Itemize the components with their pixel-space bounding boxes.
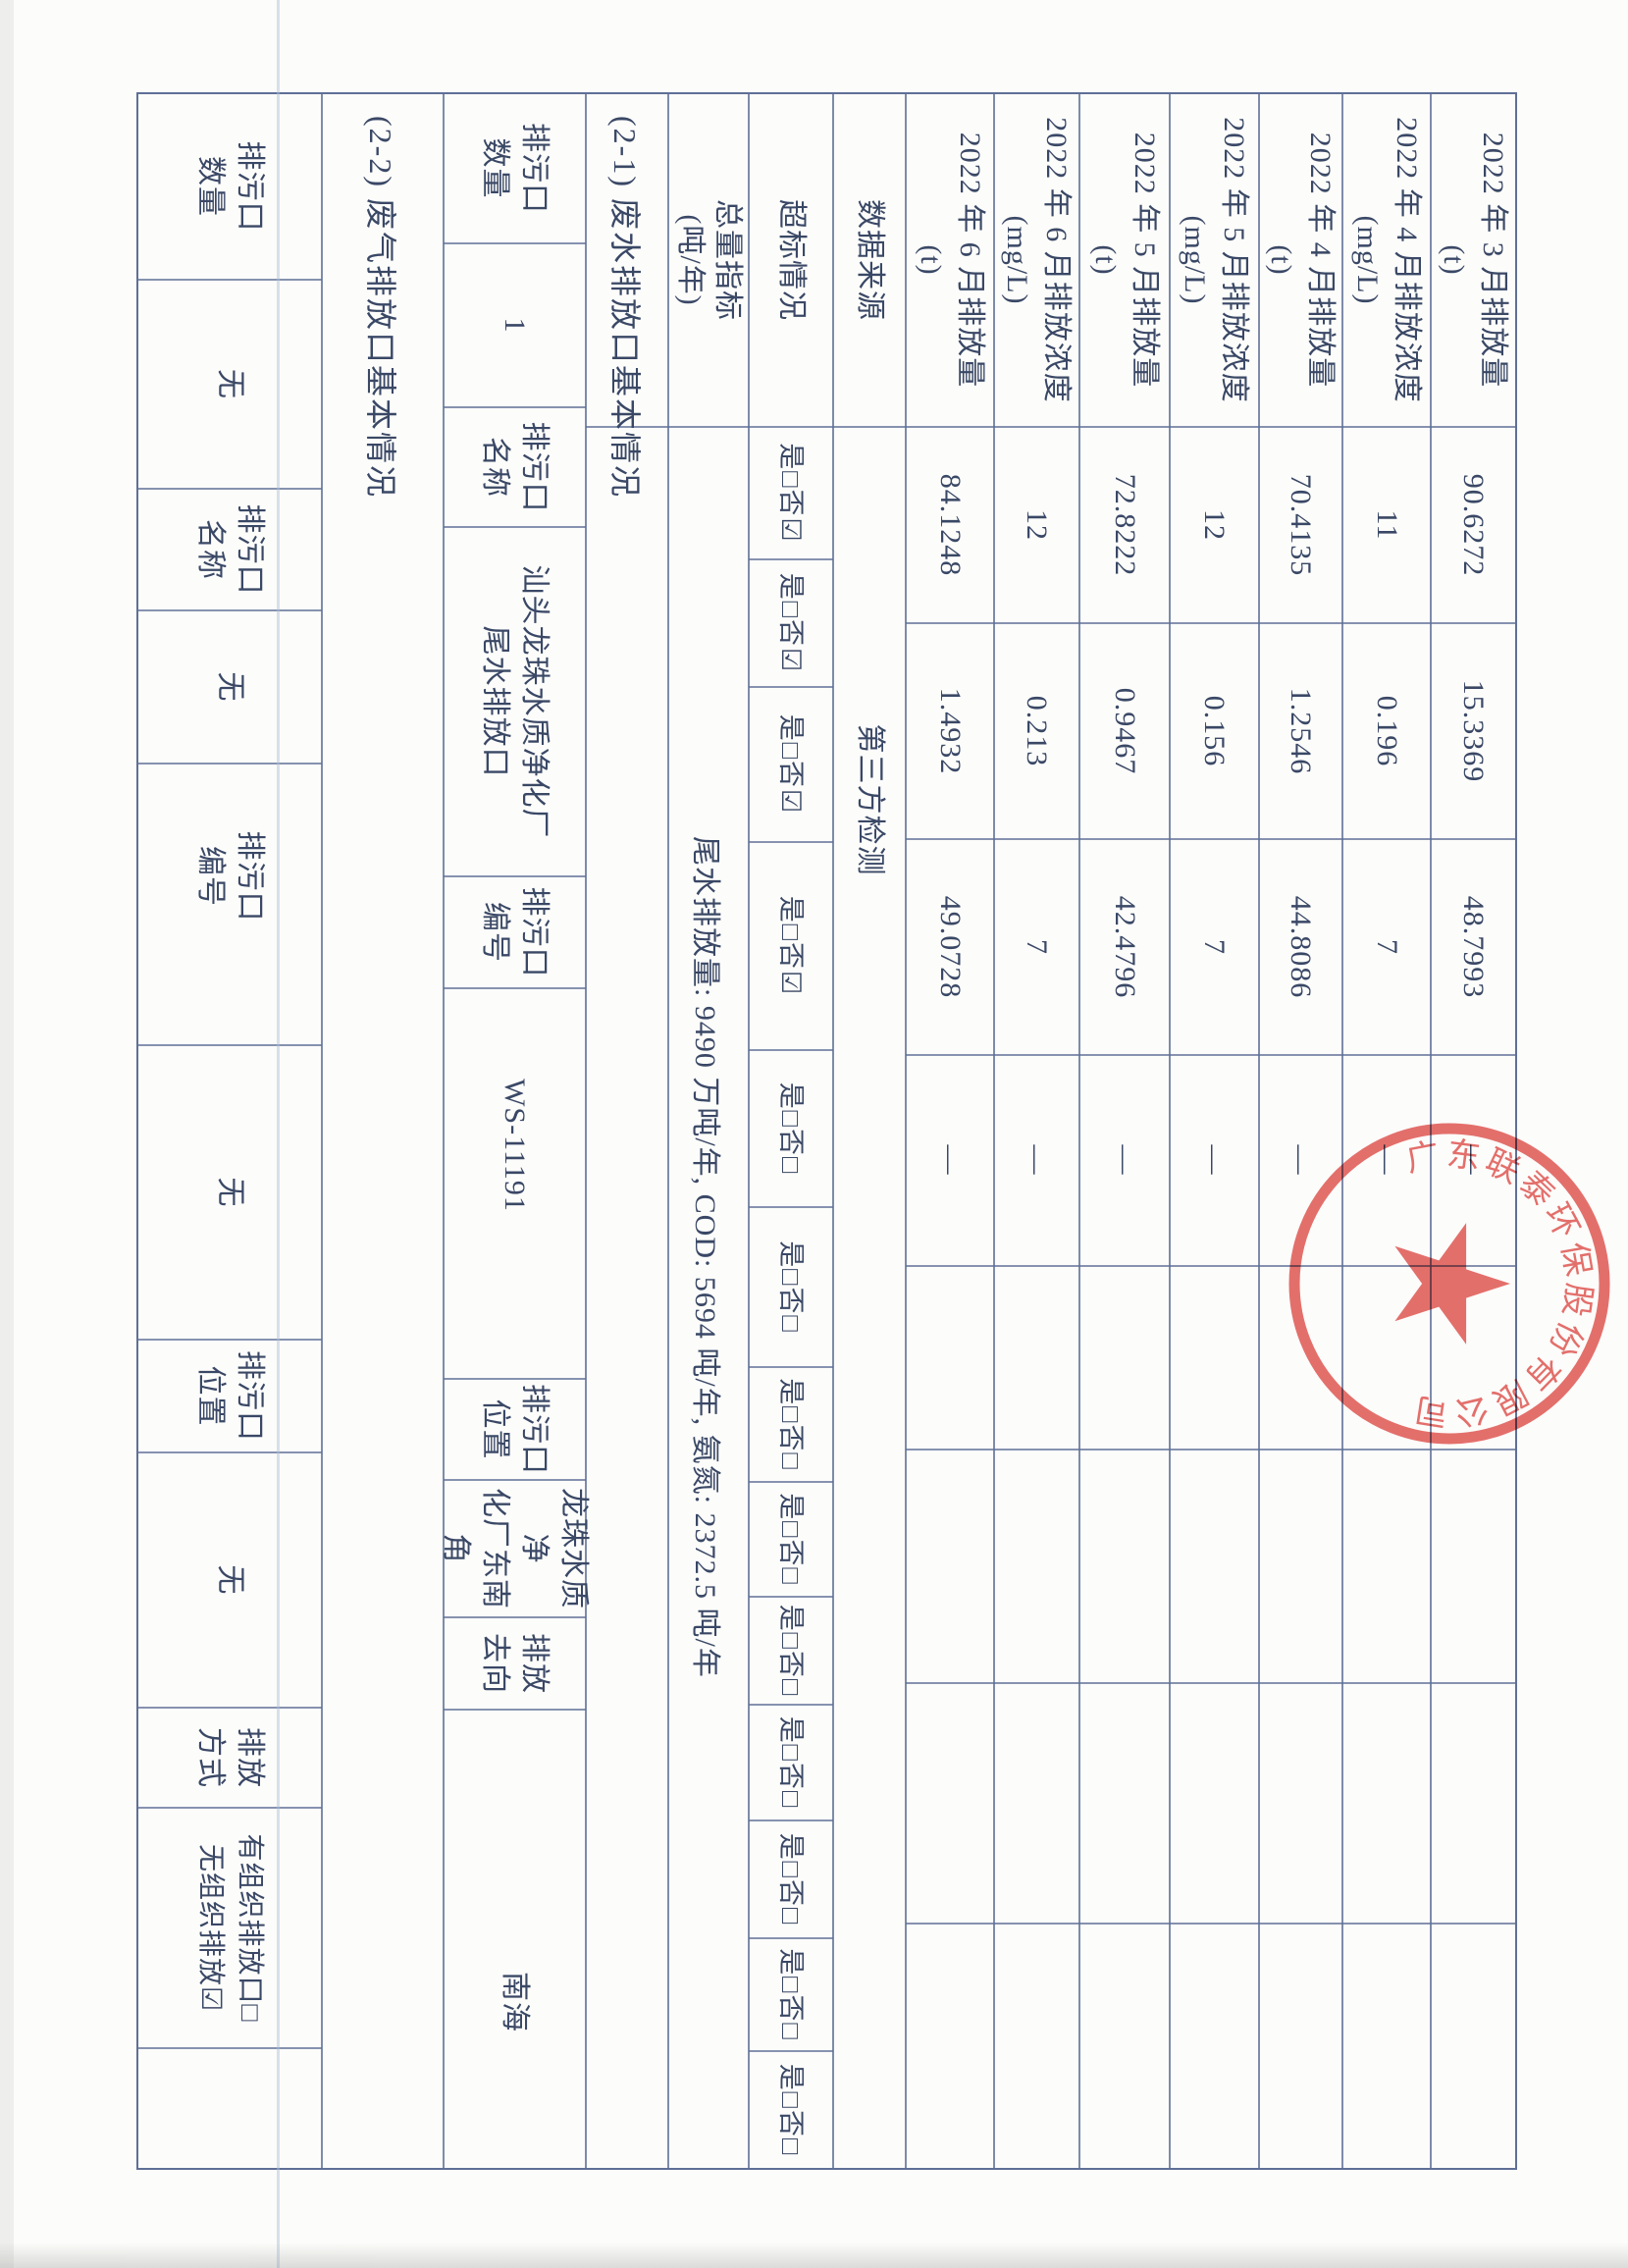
row-label-may-conc: 2022 年 5 月排放浓度 (mg/L)	[1179, 117, 1251, 403]
gas-mode-value: 有组织排放口□ 无组织排放☑	[195, 1833, 265, 2023]
row-label-jun-amount: 2022 年 6 月排放量 (t)	[915, 132, 986, 389]
exceed-checkbox-cell: 是□否☑	[776, 713, 806, 816]
outlet-pos-value: 龙珠水质净 化厂东南角	[440, 1488, 591, 1609]
outlet-name-label: 排污口 名称	[479, 421, 551, 513]
section-2-2-title: (2-2) 废气排放口基本情况	[363, 116, 398, 499]
gas-name-value: 无	[214, 671, 246, 703]
cell-value: 7	[1371, 939, 1403, 955]
cell-value: 84.1248	[934, 473, 967, 577]
exceed-checkbox-cell: 是□否□	[776, 1240, 806, 1334]
exceed-checkbox-cell: 是□否□	[776, 2063, 806, 2157]
row-label-total-quota: 总量指标 (吨/年)	[674, 199, 744, 321]
cell-value: 0.156	[1198, 695, 1232, 767]
outlet-name-value: 汕头龙珠水质净化厂 尾水排放口	[479, 564, 551, 839]
outlet-code-label: 排污口 编号	[479, 886, 551, 978]
cell-value: 12	[1198, 509, 1232, 541]
seal-star-icon	[1394, 1223, 1510, 1345]
cell-value: —	[934, 1144, 967, 1176]
exceed-checkbox-cell: 是□否☑	[776, 895, 806, 997]
cell-value: 42.4796	[1109, 895, 1141, 999]
company-seal-stamp: 广东联泰环保股份有限公司	[1288, 1123, 1610, 1445]
exceed-checkbox-cell: 是□否□	[776, 1832, 806, 1926]
scan-fold-line	[277, 0, 280, 2268]
outlet-dest-label: 排放 去向	[479, 1633, 551, 1694]
exceed-checkbox-cell: 是□否□	[776, 1493, 806, 1586]
row-label-apr-amount: 2022 年 4 月排放量 (t)	[1265, 132, 1338, 389]
gas-pos-value: 无	[214, 1564, 246, 1596]
gas-name-label: 排污口 名称	[194, 503, 266, 596]
cell-value: 0.213	[1021, 695, 1054, 767]
cell-value: 90.6272	[1457, 473, 1491, 577]
gas-code-label: 排污口 编号	[194, 830, 266, 923]
row-label-may-amount: 2022 年 5 月排放量 (t)	[1089, 132, 1161, 389]
gas-qty-label: 排污口 数量	[194, 140, 266, 233]
cell-value: 44.8086	[1285, 895, 1318, 999]
gas-code-value: 无	[214, 1177, 246, 1208]
row-label-exceed: 超标情况	[775, 199, 808, 321]
section-2-1-title: (2-1) 废水排放口基本情况	[607, 116, 643, 499]
exceed-checkbox-cell: 是□否□	[776, 1715, 806, 1810]
cell-value: 12	[1021, 509, 1054, 541]
outlet-pos-label: 排污口 位置	[479, 1384, 551, 1475]
cell-value: 1.4932	[934, 687, 967, 775]
row-label-mar-amount: 2022 年 3 月排放量 (t)	[1438, 132, 1510, 389]
page-edge-shadow	[0, 2242, 1628, 2268]
cell-value: —	[1021, 1144, 1054, 1176]
cell-value: 7	[1198, 939, 1232, 955]
gas-pos-label: 排污口 位置	[194, 1350, 266, 1442]
exceed-checkbox-cell: 是□否□	[776, 1081, 806, 1176]
cell-value: 0.9467	[1109, 687, 1141, 775]
exceed-checkbox-cell: 是□否□	[776, 1378, 806, 1471]
cell-value: 7	[1021, 939, 1054, 955]
page-edge-shade	[0, 0, 14, 2268]
exceed-checkbox-cell: 是□否☑	[776, 443, 806, 544]
cell-value: 72.8222	[1109, 473, 1141, 577]
row-label-data-source: 数据来源	[854, 199, 886, 321]
cell-value: 15.3369	[1457, 679, 1491, 783]
data-source-value: 第三方检测	[854, 723, 886, 876]
cell-value: —	[1109, 1144, 1141, 1176]
outlet-dest-value: 南海	[499, 1972, 532, 2032]
outlet-qty-value: 1	[499, 317, 532, 334]
cell-value: 11	[1371, 509, 1403, 541]
exceed-checkbox-cell: 是□否□	[776, 1604, 806, 1698]
exceed-checkbox-cell: 是□否☑	[776, 572, 806, 674]
outlet-code-value: WS-11191	[499, 1079, 532, 1212]
cell-value: 49.0728	[934, 895, 967, 999]
total-quota-value: 尾水排放量: 9490 万吨/年, COD: 5694 吨/年, 氨氮: 237…	[689, 836, 721, 1678]
cell-value: 48.7993	[1457, 895, 1491, 999]
cell-value: 70.4135	[1285, 473, 1318, 577]
cell-value: 0.196	[1371, 695, 1403, 767]
cell-value: 1.2546	[1285, 687, 1318, 775]
exceed-checkbox-cell: 是□否□	[776, 1948, 806, 2041]
row-label-apr-conc: 2022 年 4 月排放浓度 (mg/L)	[1351, 117, 1423, 403]
gas-mode-label: 排放 方式	[194, 1727, 266, 1788]
cell-value: —	[1198, 1144, 1232, 1176]
outlet-qty-label: 排污口 数量	[479, 123, 551, 214]
row-label-jun-conc: 2022 年 6 月排放浓度 (mg/L)	[1001, 117, 1074, 403]
gas-qty-value: 无	[214, 369, 246, 399]
